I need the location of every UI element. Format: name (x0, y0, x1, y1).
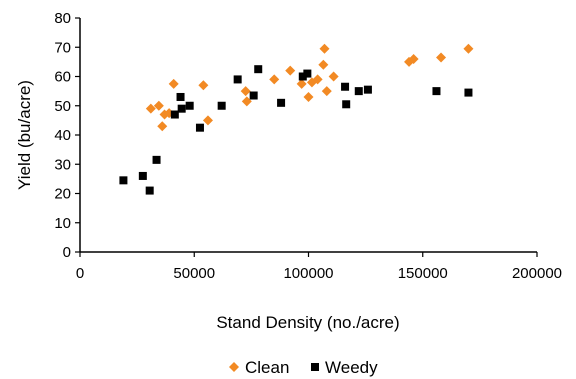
data-point-weedy (464, 88, 473, 97)
data-point-clean (157, 121, 168, 132)
legend-marker-weedy (311, 363, 319, 371)
data-point-weedy (249, 91, 258, 100)
data-point-clean (463, 43, 474, 54)
data-point-weedy (298, 72, 307, 81)
data-point-clean (145, 103, 156, 114)
x-axis-ticks: 0 50000 100000 150000 200000 (76, 252, 562, 282)
data-point-clean (198, 80, 209, 91)
data-point-clean (153, 100, 164, 111)
data-point-weedy (342, 100, 351, 109)
legend: Clean Weedy (229, 358, 378, 377)
x-axis-title: Stand Density (no./acre) (216, 313, 399, 332)
x-tick-label: 0 (76, 265, 84, 282)
data-point-clean (241, 96, 252, 107)
data-point-clean (436, 52, 447, 63)
y-tick-label: 40 (54, 127, 71, 144)
data-point-weedy (233, 75, 242, 84)
x-tick-label: 200000 (512, 265, 562, 282)
data-point-clean (168, 78, 179, 89)
legend-label-weedy: Weedy (325, 358, 378, 377)
data-point-weedy (176, 92, 185, 101)
data-point-weedy (363, 85, 372, 94)
y-tick-label: 80 (54, 10, 71, 27)
y-axis-title: Yield (bu/acre) (15, 80, 34, 190)
y-axis-ticks: 0 10 20 30 40 50 60 70 80 (54, 10, 80, 261)
data-point-clean (240, 86, 251, 97)
data-point-clean (269, 74, 280, 85)
data-point-weedy (195, 123, 204, 132)
x-tick-label: 50000 (173, 265, 215, 282)
data-point-clean (312, 74, 323, 85)
legend-marker-clean (229, 362, 239, 372)
data-point-weedy (432, 87, 441, 96)
data-point-weedy (254, 65, 263, 74)
data-point-weedy (170, 110, 179, 119)
y-tick-label: 70 (54, 39, 71, 56)
data-point-clean (321, 86, 332, 97)
data-point-clean (303, 91, 314, 102)
y-tick-label: 50 (54, 98, 71, 115)
y-tick-label: 60 (54, 69, 71, 86)
data-point-clean (285, 65, 296, 76)
data-point-weedy (119, 176, 128, 185)
data-point-weedy (341, 82, 350, 91)
data-point-weedy (145, 186, 154, 195)
data-points (119, 43, 474, 195)
data-point-weedy (354, 87, 363, 96)
x-tick-label: 100000 (283, 265, 333, 282)
data-point-clean (296, 78, 307, 89)
data-point-clean (408, 53, 419, 64)
y-tick-label: 0 (63, 244, 71, 261)
data-point-clean (202, 115, 213, 126)
x-tick-label: 150000 (398, 265, 448, 282)
data-point-clean (328, 71, 339, 82)
data-point-weedy (277, 98, 286, 107)
data-point-weedy (177, 104, 186, 113)
data-point-weedy (185, 101, 194, 110)
y-tick-label: 30 (54, 156, 71, 173)
y-tick-label: 10 (54, 215, 71, 232)
y-tick-label: 20 (54, 186, 71, 203)
data-point-weedy (303, 69, 312, 78)
data-point-weedy (217, 101, 226, 110)
data-point-clean (319, 43, 330, 54)
data-point-clean (318, 59, 329, 70)
data-point-weedy (138, 171, 147, 180)
legend-label-clean: Clean (245, 358, 289, 377)
data-point-weedy (152, 155, 161, 164)
plot-area: 0 50000 100000 150000 200000 0 10 20 30 40 50 60 70… (54, 10, 562, 282)
